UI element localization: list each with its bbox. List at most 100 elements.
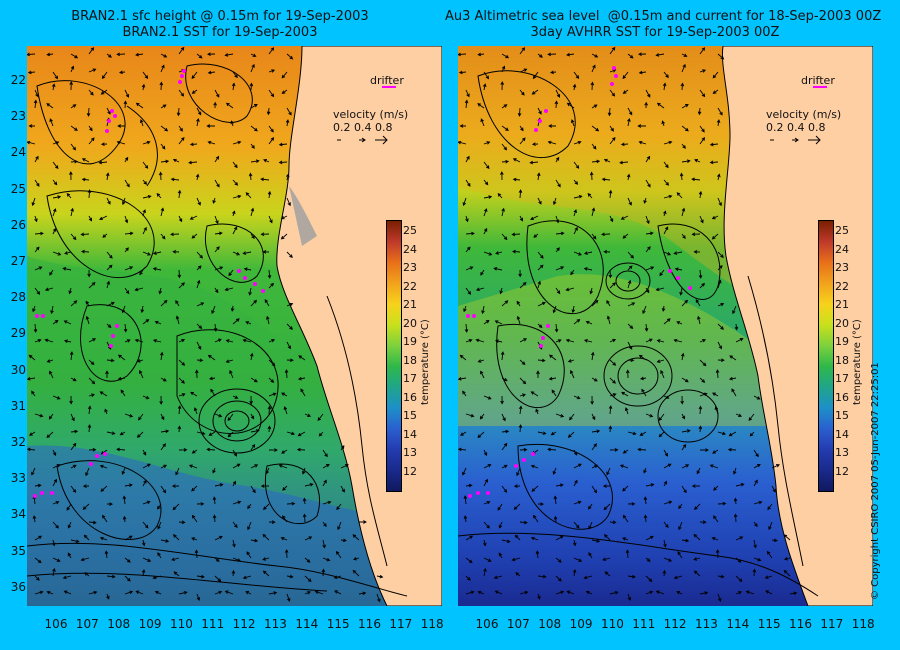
velocity-arrow <box>260 484 270 488</box>
velocity-arrow <box>641 388 647 397</box>
velocity-arrow <box>591 429 601 434</box>
velocity-arrow <box>554 323 559 333</box>
velocity-arrow <box>32 515 37 523</box>
velocity-arrow <box>693 570 701 577</box>
velocity-arrow <box>304 536 313 541</box>
velocity-arrow <box>681 125 689 132</box>
velocity-arrow <box>533 514 539 523</box>
velocity-arrow <box>627 265 633 271</box>
velocity-arrow <box>783 569 791 577</box>
y-tick-label: 32 <box>10 435 26 449</box>
colorbar-tick: 15 <box>835 409 849 422</box>
velocity-arrow <box>717 358 725 362</box>
velocity-arrow <box>627 197 632 206</box>
velocity-arrow <box>297 376 306 381</box>
velocity-arrow <box>141 568 146 577</box>
velocity-arrow <box>82 484 90 488</box>
velocity-arrow <box>250 53 257 57</box>
velocity-arrow <box>591 159 601 164</box>
velocity-arrow <box>609 282 616 289</box>
velocity-arrow <box>712 89 719 94</box>
velocity-arrow <box>207 52 216 56</box>
velocity-arrow <box>267 269 272 279</box>
velocity-label-right: velocity (m/s) <box>766 108 842 121</box>
colorbar-tick: 20 <box>835 316 849 330</box>
velocity-arrow <box>591 143 597 150</box>
velocity-arrow <box>537 107 542 115</box>
velocity-arrow <box>66 193 72 199</box>
velocity-arrow <box>177 405 182 415</box>
velocity-arrow <box>519 68 528 73</box>
velocity-arrow <box>46 103 54 109</box>
velocity-arrow <box>591 64 596 73</box>
velocity-arrow <box>300 388 306 397</box>
velocity-arrow <box>84 572 90 577</box>
velocity-arrow <box>214 535 223 541</box>
velocity-arrow <box>282 485 288 491</box>
velocity-arrow <box>590 81 595 91</box>
velocity-arrow <box>250 464 259 469</box>
velocity-arrow <box>214 155 220 163</box>
velocity-arrow <box>681 63 686 73</box>
velocity-arrow <box>627 431 637 436</box>
velocity-arrow <box>175 467 180 476</box>
velocity-arrow <box>152 267 162 271</box>
velocity-arrow <box>663 521 669 528</box>
velocity-arrow <box>245 321 252 325</box>
velocity-arrow <box>322 479 327 487</box>
velocity-arrow <box>535 550 540 559</box>
velocity-arrow <box>304 591 311 595</box>
velocity-arrow <box>565 287 575 292</box>
velocity-arrow <box>69 351 74 361</box>
velocity-arrow <box>477 103 485 109</box>
velocity-arrow <box>196 502 205 506</box>
velocity-arrow <box>229 369 234 379</box>
velocity-arrow <box>483 141 491 145</box>
velocity-arrow <box>286 593 291 602</box>
velocity-arrow <box>573 395 581 400</box>
velocity-arrow <box>142 71 149 79</box>
velocity-arrow <box>34 89 39 98</box>
velocity-arrow <box>135 102 144 109</box>
velocity-arrow <box>196 574 205 579</box>
velocity-arrow <box>501 539 511 544</box>
velocity-arrow <box>591 299 599 307</box>
velocity-arrow <box>49 269 54 276</box>
velocity-arrow <box>547 140 557 145</box>
velocity-arrow <box>663 194 673 199</box>
velocity-arrow <box>188 160 198 165</box>
velocity-arrow <box>159 351 164 361</box>
velocity-arrow <box>196 279 201 289</box>
velocity-arrow <box>609 125 614 132</box>
velocity-arrow <box>99 464 108 469</box>
velocity-arrow <box>322 539 326 549</box>
velocity-arrow <box>178 136 185 145</box>
velocity-arrow <box>88 520 97 525</box>
velocity-arrow <box>712 449 719 454</box>
velocity-arrow <box>88 590 98 595</box>
velocity-arrow <box>81 158 90 163</box>
velocity-arrow <box>286 574 294 579</box>
velocity-arrow <box>663 449 668 457</box>
velocity-arrow <box>711 215 719 220</box>
velocity-arrow <box>88 137 95 145</box>
velocity-arrow <box>376 593 381 603</box>
velocity-arrow <box>570 119 575 127</box>
velocity-arrow <box>547 447 557 452</box>
velocity-arrow <box>106 53 112 58</box>
velocity-arrow <box>570 369 575 379</box>
velocity-arrow <box>268 215 273 224</box>
velocity-arrow <box>573 71 580 79</box>
velocity-arrow <box>494 320 503 325</box>
velocity-arrow <box>214 413 223 418</box>
velocity-arrow <box>196 107 202 116</box>
velocity-arrow <box>170 232 180 237</box>
velocity-arrow <box>674 267 683 271</box>
velocity-arrow <box>322 521 327 528</box>
velocity-arrow <box>501 377 508 382</box>
velocity-arrow <box>336 503 342 511</box>
velocity-arrow <box>609 448 619 452</box>
velocity-arrow <box>268 47 275 55</box>
velocity-arrow <box>699 215 704 224</box>
velocity-arrow <box>171 484 180 488</box>
